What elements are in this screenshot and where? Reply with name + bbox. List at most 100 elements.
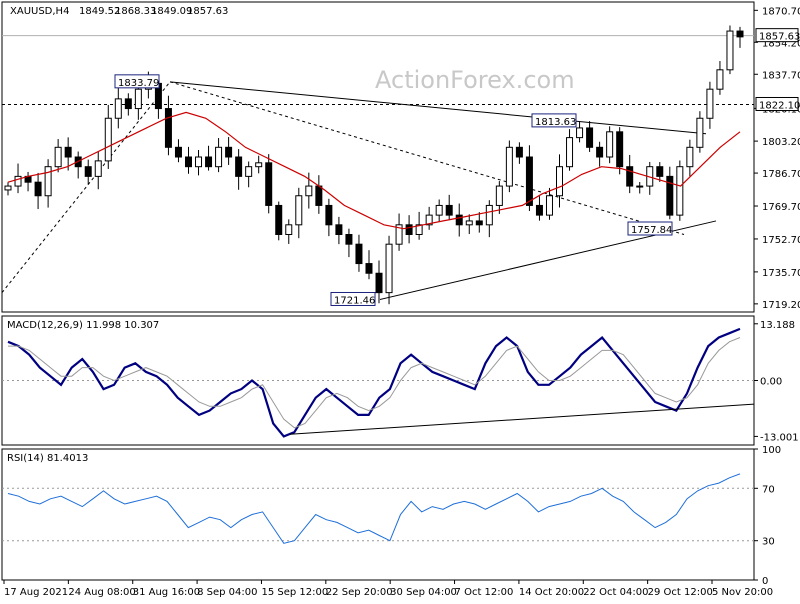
candle bbox=[465, 214, 473, 235]
rsi-y-tick-label: 100 bbox=[762, 445, 781, 456]
candle bbox=[445, 194, 453, 221]
candle bbox=[275, 201, 283, 241]
candle bbox=[124, 93, 132, 116]
candle bbox=[586, 121, 594, 152]
price-y-tick-label: 1719.20 bbox=[762, 300, 800, 311]
x-tick-label: 24 Aug 08:00 bbox=[68, 587, 135, 598]
price-y-tick-label: 1870.70 bbox=[762, 6, 800, 17]
candle bbox=[696, 111, 704, 153]
candle bbox=[184, 146, 192, 174]
x-tick-label: 30 Sep 04:00 bbox=[390, 587, 457, 598]
candle bbox=[626, 154, 634, 194]
candle bbox=[84, 159, 92, 185]
price-y-tick-label: 1837.70 bbox=[762, 70, 800, 81]
x-tick-label: 5 Nov 20:00 bbox=[712, 587, 773, 598]
candle bbox=[164, 95, 172, 156]
candle bbox=[345, 228, 353, 258]
candle bbox=[716, 61, 724, 95]
candle bbox=[114, 87, 122, 129]
annotation-box bbox=[627, 221, 673, 236]
candle bbox=[174, 139, 182, 163]
candle bbox=[435, 199, 443, 222]
price-y-tick-label: 1752.70 bbox=[762, 235, 800, 246]
x-tick-label: 8 Sep 04:00 bbox=[197, 587, 257, 598]
candle bbox=[385, 235, 393, 305]
candle bbox=[195, 149, 203, 176]
ohlc-low: 1849.09 bbox=[151, 6, 192, 17]
x-tick-label: 22 Oct 04:00 bbox=[583, 587, 648, 598]
x-tick-label: 15 Sep 12:00 bbox=[261, 587, 328, 598]
candle bbox=[405, 215, 413, 244]
candle bbox=[285, 219, 293, 244]
rsi-y-tick-label: 0 bbox=[762, 576, 768, 587]
candle bbox=[556, 154, 564, 208]
candle bbox=[14, 163, 22, 194]
candle bbox=[495, 181, 503, 214]
price-y-tick-label: 1854.20 bbox=[762, 38, 800, 49]
candle bbox=[455, 203, 463, 237]
candle bbox=[235, 149, 243, 190]
macd-trendline bbox=[289, 403, 755, 435]
candle bbox=[4, 182, 12, 196]
candle bbox=[566, 129, 574, 171]
rsi-title: RSI(14) 81.4013 bbox=[7, 453, 88, 464]
annotation-label: 1813.63 bbox=[535, 117, 576, 128]
x-tick-label: 29 Oct 12:00 bbox=[648, 587, 713, 598]
price-y-tick-label: 1769.70 bbox=[762, 202, 800, 213]
dashed-trendline bbox=[169, 81, 685, 235]
moving-average-line bbox=[7, 111, 741, 230]
price-y-tick-label: 1803.20 bbox=[762, 137, 800, 148]
rsi-y-tick-label: 70 bbox=[762, 484, 775, 495]
x-tick-label: 31 Aug 16:00 bbox=[133, 587, 200, 598]
x-tick-label: 22 Sep 20:00 bbox=[326, 587, 393, 598]
ohlc-open: 1849.52 bbox=[79, 6, 120, 17]
upper-trendline bbox=[169, 81, 707, 135]
candle bbox=[576, 121, 584, 143]
candle bbox=[686, 139, 694, 177]
candle bbox=[205, 145, 213, 171]
ohlc-high: 1868.33 bbox=[115, 6, 156, 17]
candle bbox=[545, 187, 553, 220]
annotation-label: 1833.79 bbox=[118, 78, 159, 89]
macd-y-tick-label: -13.001 bbox=[760, 432, 799, 443]
candle bbox=[255, 155, 263, 174]
candle bbox=[606, 126, 614, 164]
price-y-tick-label: 1735.70 bbox=[762, 268, 800, 279]
candle bbox=[706, 81, 714, 129]
candle bbox=[666, 166, 674, 220]
annotation-box bbox=[114, 74, 160, 89]
candle bbox=[616, 127, 624, 175]
price-y-tick-label: 1786.70 bbox=[762, 169, 800, 180]
candle bbox=[656, 162, 664, 182]
candle bbox=[375, 260, 383, 304]
price-title: XAUUSD,H4 bbox=[10, 6, 69, 17]
candle bbox=[44, 159, 52, 208]
x-tick-label: 14 Oct 20:00 bbox=[519, 587, 584, 598]
candle bbox=[596, 141, 604, 167]
x-tick-label: 17 Aug 2021 bbox=[4, 587, 68, 598]
candle bbox=[94, 151, 102, 190]
candle bbox=[515, 142, 523, 164]
candle bbox=[64, 137, 72, 171]
candle bbox=[485, 200, 493, 238]
macd-y-tick-label: 0.00 bbox=[760, 377, 782, 388]
candle bbox=[505, 140, 513, 193]
rsi-panel bbox=[1, 448, 755, 581]
candle bbox=[54, 139, 62, 173]
candle bbox=[245, 161, 253, 188]
macd-line bbox=[7, 327, 741, 438]
rsi-y-tick-label: 30 bbox=[762, 537, 775, 548]
candle bbox=[215, 138, 223, 173]
candle bbox=[425, 206, 433, 230]
candle bbox=[676, 160, 684, 221]
candle bbox=[736, 26, 744, 48]
candle bbox=[225, 137, 233, 165]
candle bbox=[335, 216, 343, 245]
price-title-group: XAUUSD,H4 1849.52 1868.33 1849.09 1857.6… bbox=[10, 6, 228, 17]
candle bbox=[34, 172, 42, 210]
candle bbox=[325, 198, 333, 237]
candle bbox=[525, 145, 533, 212]
candle bbox=[104, 104, 112, 169]
current-price-box bbox=[755, 28, 799, 43]
